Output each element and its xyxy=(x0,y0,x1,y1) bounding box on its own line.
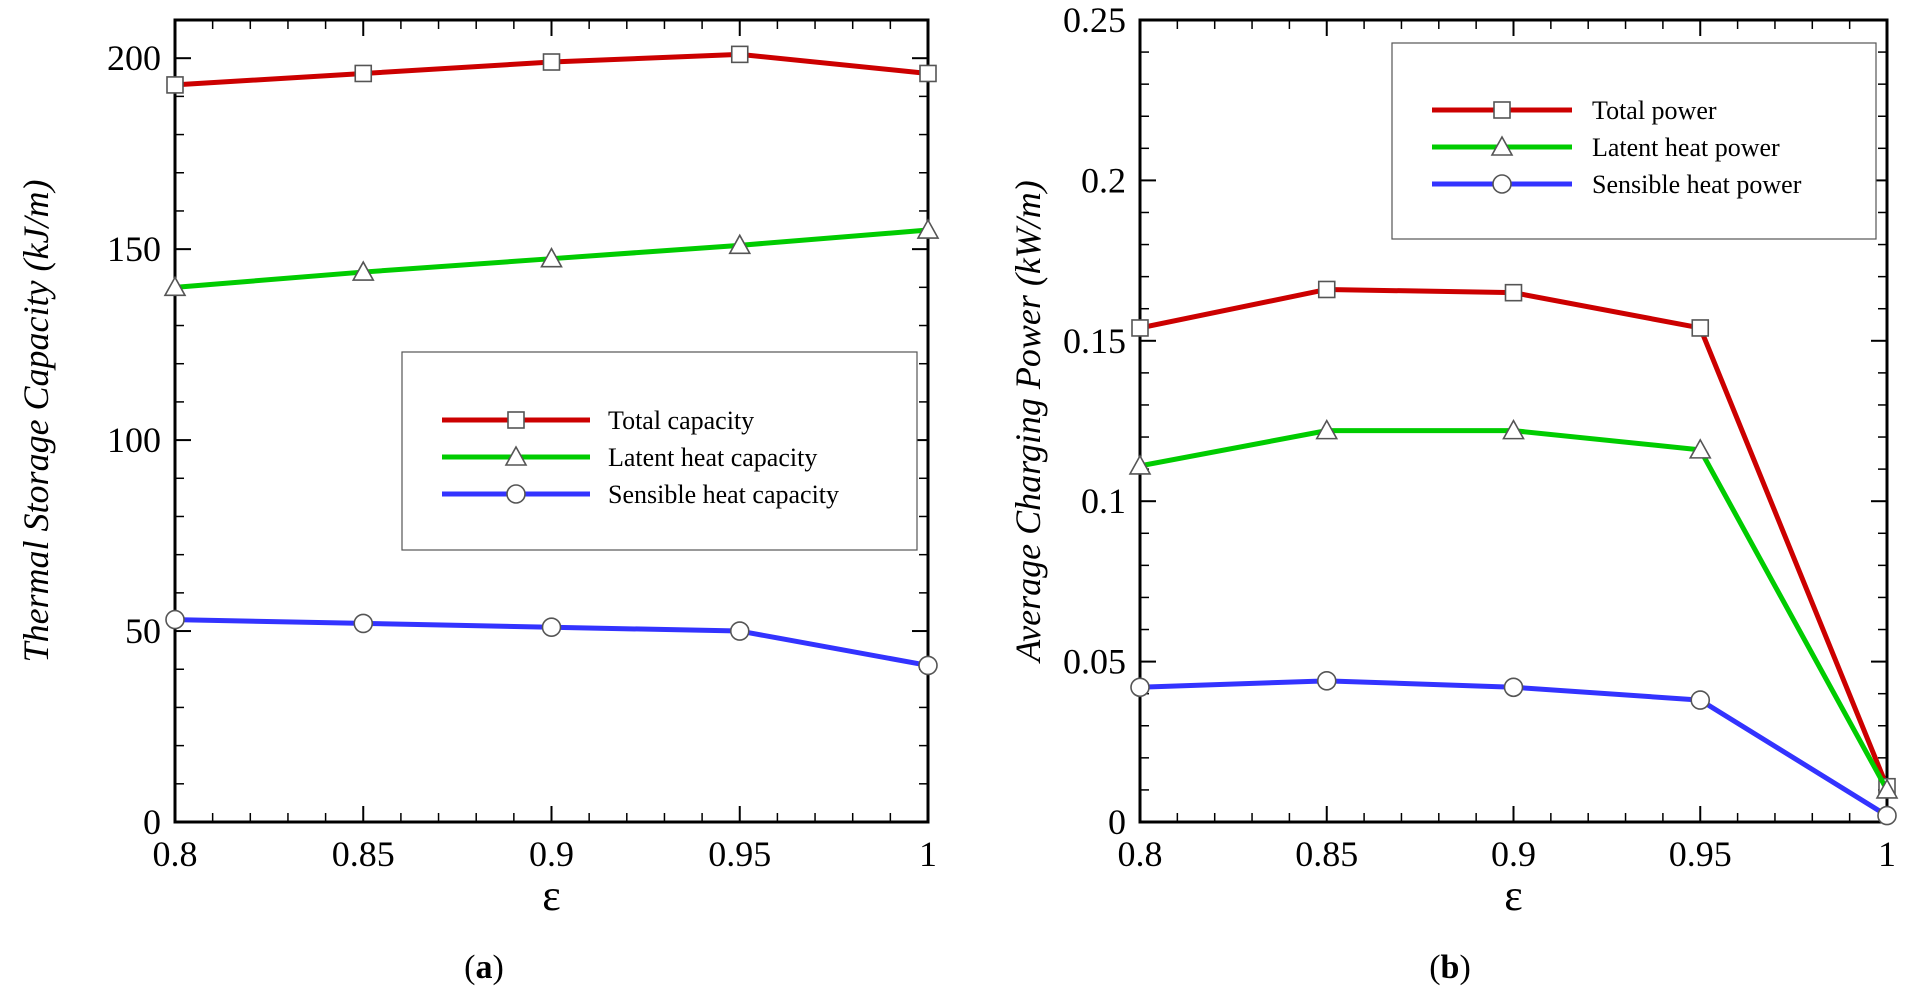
series-total-capacity xyxy=(166,45,937,94)
x-axis-title: ε xyxy=(542,871,560,920)
legend-marker xyxy=(507,411,525,429)
legend-marker xyxy=(504,445,528,466)
data-point xyxy=(541,617,562,638)
data-point xyxy=(918,655,938,676)
legend-marker xyxy=(1492,174,1512,194)
series-line xyxy=(1139,286,1890,788)
y-tick-label: 200 xyxy=(107,38,161,78)
panel-label-b: (b) xyxy=(1429,949,1471,986)
chart-b: (b) 0.8 0.85 0.9 0.95 1 0 0.05 0.1 0.15 0.2 0.25 Av… xyxy=(1008,0,1899,986)
y-axis-title: Thermal Storage Capacity (kJ/m) xyxy=(16,180,56,663)
legend-item: Latent heat capacity xyxy=(442,443,817,472)
y-tick-label: 50 xyxy=(125,611,161,651)
legend-label: Sensible heat capacity xyxy=(608,480,839,509)
legend: Total power Latent heat power Sensible hea… xyxy=(1391,42,1877,240)
x-tick-label: 0.8 xyxy=(153,834,198,874)
y-tick-label: 0 xyxy=(1108,802,1126,842)
series-latent-heat-capacity xyxy=(163,218,940,297)
x-axis-title: ε xyxy=(1504,871,1522,920)
data-point xyxy=(916,218,940,239)
x-tick-label: 0.8 xyxy=(1118,834,1163,874)
series-line xyxy=(1139,428,1890,792)
x-tick-label: 0.85 xyxy=(1295,834,1358,874)
data-point xyxy=(1688,438,1712,459)
y-tick-label: 0.15 xyxy=(1063,321,1126,361)
data-point xyxy=(1502,418,1525,440)
legend-item: Latent heat power xyxy=(1432,133,1780,162)
series-total-power xyxy=(1131,280,1896,796)
legend-item: Total power xyxy=(1432,96,1717,125)
data-point xyxy=(354,64,373,83)
y-tick-label: 0.25 xyxy=(1063,0,1126,40)
data-point xyxy=(353,613,374,634)
series-line xyxy=(1139,678,1889,818)
data-point xyxy=(1316,671,1337,691)
data-point xyxy=(1691,319,1710,337)
legend-marker xyxy=(1490,135,1514,156)
x-tick-label: 1 xyxy=(1878,834,1896,874)
data-point xyxy=(1131,319,1149,337)
y-tick-label: 100 xyxy=(107,420,161,460)
x-tick-label: 0.95 xyxy=(1669,834,1732,874)
y-tick-label: 0 xyxy=(143,802,161,842)
legend-item: Sensible heat power xyxy=(1432,170,1802,199)
x-tick-label: 0.9 xyxy=(529,834,574,874)
data-point xyxy=(540,247,563,268)
series-latent-heat-power xyxy=(1128,418,1899,799)
data-point xyxy=(729,621,750,641)
legend: Total capacity Latent heat capacity Sensib… xyxy=(401,351,918,551)
legend-label: Sensible heat power xyxy=(1592,170,1802,199)
series-sensible-heat-power xyxy=(1130,671,1897,826)
x-tick-label: 1 xyxy=(919,834,937,874)
data-point xyxy=(351,260,375,281)
data-point xyxy=(728,233,752,255)
data-point xyxy=(1877,805,1897,826)
data-point xyxy=(1875,778,1899,799)
legend-marker xyxy=(1493,101,1511,119)
legend-marker xyxy=(506,484,526,504)
legend-item: Total capacity xyxy=(442,406,754,435)
x-tick-label: 0.9 xyxy=(1491,834,1536,874)
y-tick-label: 0.1 xyxy=(1081,481,1126,521)
data-point xyxy=(166,76,184,94)
y-axis-title: Average Charging Power (kW/m) xyxy=(1008,180,1048,664)
legend-box xyxy=(401,351,918,551)
data-point xyxy=(1503,677,1524,698)
x-tick-label: 0.85 xyxy=(332,834,395,874)
series-sensible-heat-capacity xyxy=(165,609,938,676)
y-tick-label: 150 xyxy=(107,229,161,269)
data-point xyxy=(1504,283,1523,302)
data-point xyxy=(1315,418,1339,440)
data-point xyxy=(165,609,185,630)
legend-item: Sensible heat capacity xyxy=(442,480,839,509)
data-point xyxy=(1317,280,1336,299)
panel-label-a: (a) xyxy=(464,949,504,986)
data-point xyxy=(542,53,561,71)
legend-label: Latent heat power xyxy=(1592,133,1780,162)
y-tick-label: 0.05 xyxy=(1063,642,1126,682)
data-point xyxy=(1128,454,1152,475)
data-point xyxy=(1690,690,1711,710)
legend-label: Total power xyxy=(1592,96,1717,125)
data-point xyxy=(163,275,187,297)
data-point xyxy=(730,45,749,64)
data-point xyxy=(1130,677,1150,698)
legend-box xyxy=(1391,42,1877,240)
y-tick-label: 0.2 xyxy=(1081,160,1126,200)
legend-label: Total capacity xyxy=(608,406,754,435)
chart-a: (a) 0.8 0.85 0.9 0.95 1 0 50 100 150 200 Thermal S… xyxy=(16,18,940,986)
x-tick-label: 0.95 xyxy=(708,834,771,874)
legend-label: Latent heat capacity xyxy=(608,443,817,472)
data-point xyxy=(919,64,937,83)
